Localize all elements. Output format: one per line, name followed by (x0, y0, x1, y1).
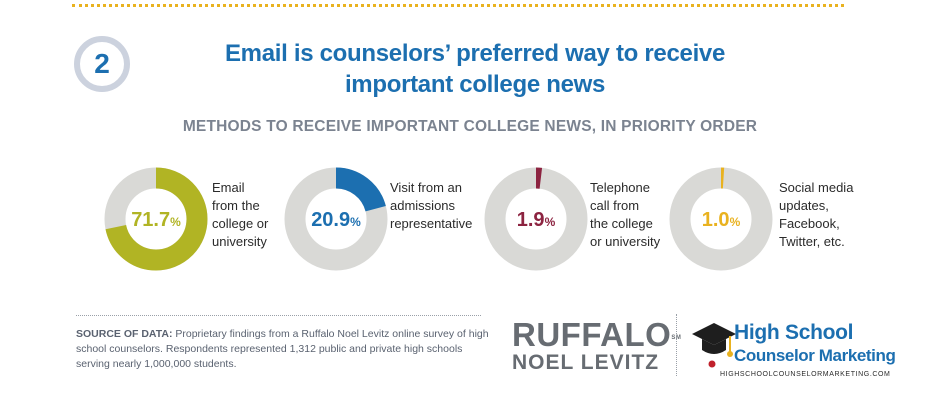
noel-levitz-wordmark: NOEL LEVITZ (512, 351, 660, 374)
category-label-line: updates, (779, 198, 829, 213)
category-label-line: Twitter, etc. (779, 234, 845, 249)
headline: Email is counselors’ preferred way to re… (150, 38, 800, 100)
hscm-line-2: Counselor Marketing (734, 346, 896, 365)
hscm-url: HIGHSCHOOLCOUNSELORMARKETING.COM (720, 371, 891, 378)
donut-category-label: Telephone call from the college or universi… (590, 179, 660, 251)
donut-4: 1.0% Social media updates, Facebook, Twitter… (667, 165, 907, 275)
donut-2: 20.9% Visit from an admissions representati… (282, 165, 522, 275)
category-label-line: from the (212, 198, 260, 213)
donut-slice (484, 167, 588, 271)
donut-category-label: Social media updates, Facebook, Twitter, et… (779, 179, 853, 251)
donut-category-label: Email from the college or university (212, 179, 268, 251)
chart-title: METHODS TO RECEIVE IMPORTANT COLLEGE NEW… (182, 118, 758, 135)
donut-slice (104, 167, 208, 271)
category-label-line: call from (590, 198, 640, 213)
category-label-line: Telephone (590, 180, 650, 195)
donut-svg: 1.9% (484, 167, 588, 271)
donut-svg: 1.0% (669, 167, 773, 271)
donut-value-label: 1.0% (702, 209, 741, 231)
logo-divider (676, 314, 677, 376)
donut-svg: 71.7% (104, 167, 208, 271)
category-label-line: college or (212, 216, 269, 231)
category-label-line: university (212, 234, 267, 249)
donut-1: 71.7% Email from the college or university (102, 165, 342, 275)
donut-slice (284, 167, 388, 271)
category-label-line: Visit from an (390, 180, 463, 195)
donut-slice (669, 167, 773, 271)
hscm-logo: High School Counselor Marketing HIGHSCHO… (690, 318, 896, 386)
source-label: SOURCE OF DATA: (76, 328, 173, 340)
step-number: 2 (94, 48, 110, 79)
category-label-line: Email (212, 180, 245, 195)
ruffalo-wordmark: RUFFALO (512, 316, 672, 353)
category-label-line: representative (390, 216, 473, 231)
category-label-line: Social media (779, 180, 854, 195)
step-number-badge: 2 (74, 36, 130, 92)
donut-value-label: 71.7% (131, 209, 181, 231)
graduation-cap-icon (692, 323, 736, 368)
donut-value-label: 20.9% (311, 209, 361, 231)
ruffalo-noel-levitz-logo: RUFFALOSM NOEL LEVITZ (512, 318, 681, 374)
donut-value-label: 1.9% (517, 209, 556, 231)
category-label-line: admissions (390, 198, 456, 213)
top-dotted-divider (72, 4, 844, 7)
category-label-line: Facebook, (779, 216, 840, 231)
source-text: Proprietary findings from a Ruffalo Noel… (76, 328, 489, 370)
hscm-line-1: High School (734, 321, 854, 344)
category-label-line: the college (590, 216, 653, 231)
donut-svg: 20.9% (284, 167, 388, 271)
headline-line-1: Email is counselors’ preferred way to re… (224, 40, 726, 67)
donut-3: 1.9% Telephone call from the college or univ… (482, 165, 722, 275)
source-note: SOURCE OF DATA: Proprietary findings fro… (76, 327, 496, 372)
headline-line-2: important college news (344, 71, 606, 98)
bottom-dotted-divider (76, 315, 481, 316)
category-label-line: or university (590, 234, 661, 249)
donut-category-label: Visit from an admissions representative (390, 179, 472, 233)
